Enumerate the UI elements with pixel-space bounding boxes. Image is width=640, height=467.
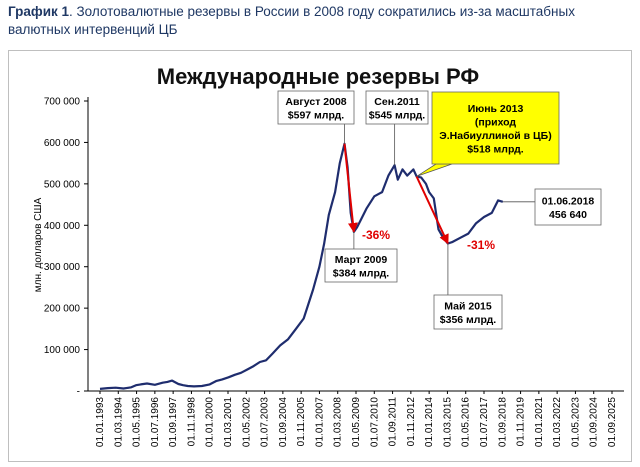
y-tick-label: 100 000 (44, 345, 81, 356)
x-tick-label: 01.01.2007 (314, 397, 325, 447)
drop-arrows: -36% -31% (343, 143, 495, 252)
caption-label: График 1 (8, 4, 70, 19)
x-tick-label: 01.05.2002 (241, 397, 252, 447)
drop2014-arrow (415, 175, 449, 245)
x-tick-label: 01.05.2009 (351, 397, 362, 447)
jun2013-text: Июнь 2013 (468, 103, 524, 115)
y-axis: - 100 000 200 000 300 000 400 000 500 000 600 … (44, 97, 89, 398)
y-tick-label: 700 000 (44, 97, 81, 108)
drop2008-label: -36% (362, 228, 390, 242)
jun2013-pointer (416, 163, 453, 177)
series-line (99, 142, 504, 390)
y-tick-label: - (77, 387, 80, 398)
x-tick-label: 01.11.2012 (406, 397, 417, 447)
x-tick-label: 01.09.2024 (589, 397, 600, 447)
jun2013-text: Э.Набиуллиной в ЦБ) (439, 130, 551, 142)
x-tick-label: 01.09.2011 (388, 397, 399, 447)
may2015-text: $356 млрд. (440, 314, 497, 326)
x-tick-label: 01.05.2016 (461, 397, 472, 447)
sep2011-box (365, 90, 429, 125)
x-tick-label: 01.01.2000 (205, 397, 216, 447)
x-tick-label: 01.09.1997 (168, 397, 179, 447)
mar2009-text: $384 млрд. (333, 267, 390, 279)
x-tick-label: 01.01.2021 (534, 397, 545, 447)
x-tick-label: 01.07.2010 (369, 397, 380, 447)
chart-frame (8, 50, 632, 462)
x-tick-label: 01.09.2004 (278, 397, 289, 447)
sep2011-text: Сен.2011 (374, 96, 420, 108)
x-tick-label: 01.03.2001 (223, 397, 234, 447)
jun2018-text: 456 640 (549, 209, 587, 221)
sep2011-text: $545 млрд. (369, 109, 426, 121)
x-tick-label: 01.07.2017 (479, 397, 490, 447)
x-tick-label: 01.03.1994 (113, 397, 124, 447)
y-tick-label: 400 000 (44, 221, 81, 232)
x-tick-label: 01.01.2014 (424, 397, 435, 447)
x-tick-label: 01.11.2005 (296, 397, 307, 447)
x-tick-label: 01.07.2003 (260, 397, 271, 447)
caption-text: . Золотовалютные резервы в России в 2008… (8, 4, 575, 37)
jun2013-box (431, 91, 560, 165)
x-tick-label: 01.09.2018 (497, 397, 508, 447)
x-tick-label: 01.03.2022 (552, 397, 563, 447)
x-tick-label: 01.07.1996 (150, 397, 161, 447)
drop2014-label: -31% (467, 238, 495, 252)
x-tick-label: 01.05.1995 (132, 397, 143, 447)
x-tick-label: 01.01.1993 (95, 397, 106, 447)
may2015-text: Май 2015 (444, 300, 492, 312)
figure-caption: График 1. Золотовалютные резервы в Росси… (8, 3, 632, 39)
jun2013-text: (приход (475, 116, 517, 128)
x-tick-label: 01.03.2008 (333, 397, 344, 447)
jun2018-box (534, 188, 602, 226)
aug2008-text: Август 2008 (285, 96, 346, 108)
annotations: Август 2008$597 млрд. Сен.2011$545 млрд. И… (277, 90, 602, 330)
jun2018-text: 01.06.2018 (542, 195, 595, 207)
x-tick-label: 01.03.2015 (442, 397, 453, 447)
mar2009-text: Март 2009 (335, 254, 388, 266)
aug2008-text: $597 млрд. (288, 109, 345, 121)
y-axis-label: млн. долларов США (33, 197, 44, 292)
aug2008-box (277, 90, 355, 125)
chart-title: Международные резервы РФ (157, 64, 480, 89)
jun2013-text: $518 млрд. (467, 143, 524, 155)
x-tick-label: 01.05.2023 (570, 397, 581, 447)
may2015-box (433, 294, 503, 330)
y-tick-label: 600 000 (44, 138, 81, 149)
y-tick-label: 500 000 (44, 179, 81, 190)
x-tick-label: 01.11.2019 (516, 397, 527, 447)
mar2009-box (324, 248, 398, 283)
drop2008-arrow (343, 143, 358, 233)
y-tick-label: 300 000 (44, 262, 81, 273)
x-tick-label: 01.11.1998 (186, 397, 197, 447)
x-axis: 01.01.1993 01.03.1994 01.05.1995 01.07.1996… (88, 390, 624, 447)
x-tick-label: 01.09.2025 (607, 397, 618, 447)
y-tick-label: 200 000 (44, 304, 81, 315)
